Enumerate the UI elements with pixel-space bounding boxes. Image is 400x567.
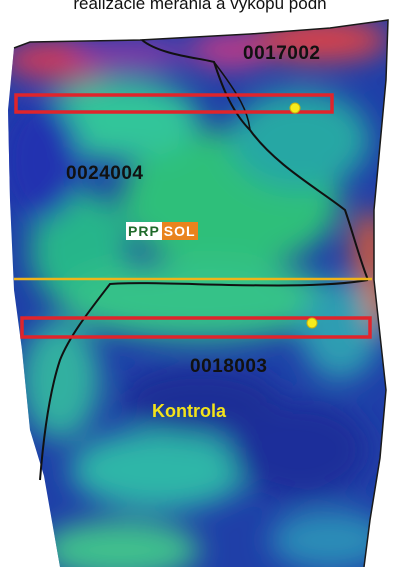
parcel-label: 0024004 bbox=[66, 163, 144, 184]
measurement-strip bbox=[20, 316, 372, 339]
parcel-boundary-line bbox=[213, 61, 251, 131]
control-label: Kontrola bbox=[152, 401, 226, 421]
measurement-strip bbox=[14, 93, 334, 114]
parcel-boundary-line bbox=[141, 39, 369, 281]
parcel-label: 0018003 bbox=[190, 356, 268, 377]
logo-part2: SOL bbox=[161, 222, 198, 240]
logo-part1: PRP bbox=[126, 222, 162, 240]
header-caption: realizácie merania a výkopu pôdn bbox=[73, 0, 327, 13]
field-boundary bbox=[13, 19, 389, 567]
parcel-boundary-line bbox=[39, 279, 369, 481]
prpsol-logo: PRP SOL bbox=[126, 222, 198, 240]
parcel-label: 0017002 bbox=[243, 43, 321, 64]
sample-point bbox=[306, 317, 318, 329]
sample-point bbox=[289, 102, 301, 114]
